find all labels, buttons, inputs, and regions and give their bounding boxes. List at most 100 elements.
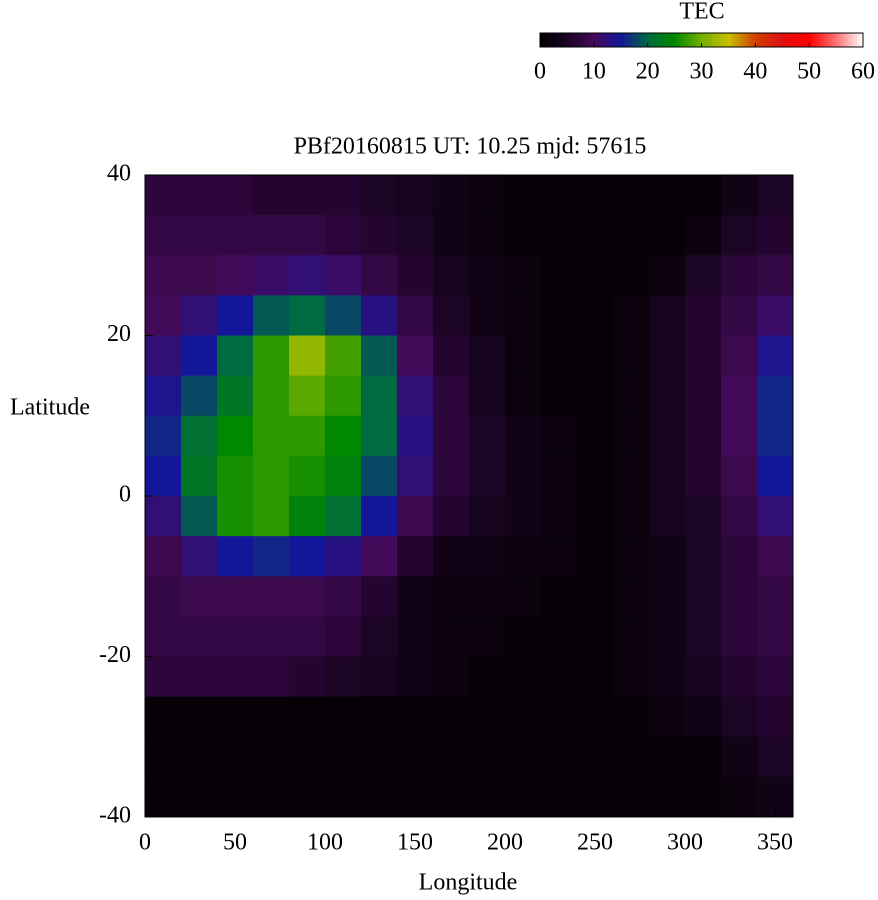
heatmap-cell — [757, 536, 794, 577]
heatmap-cell — [181, 776, 218, 818]
heatmap-cell — [685, 175, 722, 216]
heatmap-cell — [505, 455, 542, 497]
heatmap-cell — [361, 696, 398, 738]
heatmap-cell — [685, 455, 722, 497]
heatmap-cell — [721, 295, 758, 336]
heatmap-cell — [541, 255, 578, 296]
heatmap-cell — [325, 616, 362, 657]
colorbar-label: TEC — [679, 0, 724, 25]
heatmap-cell — [685, 335, 722, 377]
heatmap-cell — [433, 175, 470, 216]
heatmap-cell — [433, 375, 470, 417]
heatmap-cell — [541, 536, 578, 577]
heatmap-cell — [505, 215, 542, 256]
heatmap-cell — [685, 576, 722, 617]
heatmap-cell — [253, 295, 290, 336]
heatmap-cell — [397, 455, 434, 497]
heatmap-cell — [721, 375, 758, 417]
heatmap-cell — [469, 295, 506, 336]
heatmap-cell — [289, 335, 326, 377]
heatmap-cell — [397, 536, 434, 577]
colorbar-tick-label: 20 — [636, 59, 660, 85]
heatmap-cell — [505, 175, 542, 216]
heatmap-cell — [721, 616, 758, 657]
heatmap-cell — [217, 696, 254, 738]
heatmap-cell — [685, 696, 722, 738]
heatmap-cell — [649, 776, 686, 818]
heatmap-cell — [253, 576, 290, 617]
heatmap-cell — [469, 656, 506, 698]
heatmap-cell — [289, 696, 326, 738]
heatmap-cell — [217, 215, 254, 256]
heatmap-cell — [325, 696, 362, 738]
heatmap-cell — [361, 496, 398, 537]
heatmap-cell — [145, 616, 182, 657]
heatmap-cell — [505, 696, 542, 738]
heatmap-cell — [649, 496, 686, 537]
heatmap-cell — [541, 415, 578, 457]
heatmap-cell — [469, 736, 506, 778]
heatmap-cell — [145, 295, 182, 336]
heatmap-cell — [181, 375, 218, 417]
heatmap-cell — [541, 616, 578, 657]
heatmap-cell — [505, 415, 542, 457]
heatmap-cell — [649, 295, 686, 336]
heatmap-cell — [433, 576, 470, 617]
heatmap-cell — [541, 175, 578, 216]
heatmap-cell — [541, 375, 578, 417]
heatmap-cell — [433, 215, 470, 256]
heatmap-cell — [577, 536, 614, 577]
heatmap-cell — [721, 736, 758, 778]
heatmap-cell — [649, 455, 686, 497]
heatmap-cell — [541, 335, 578, 377]
y-axis-label: Latitude — [10, 395, 90, 421]
heatmap-cell — [217, 576, 254, 617]
colorbar-tick-label: 60 — [851, 59, 875, 85]
heatmap-cell — [613, 736, 650, 778]
heatmap-cell — [649, 736, 686, 778]
heatmap-cell — [433, 335, 470, 377]
heatmap-cell — [325, 776, 362, 818]
heatmap-cell — [505, 335, 542, 377]
heatmap-cell — [433, 255, 470, 296]
heatmap-cell — [541, 215, 578, 256]
heatmap-cell — [181, 215, 218, 256]
heatmap-cell — [721, 776, 758, 818]
heatmap-cell — [361, 335, 398, 377]
heatmap-cell — [721, 455, 758, 497]
heatmap-cell — [469, 255, 506, 296]
heatmap-cell — [181, 536, 218, 577]
heatmap-cell — [325, 335, 362, 377]
heatmap-cell — [433, 536, 470, 577]
heatmap-cell — [361, 656, 398, 698]
heatmap-cell — [217, 536, 254, 577]
heatmap-cell — [181, 415, 218, 457]
colorbar-tick-label: 40 — [743, 59, 767, 85]
heatmap-cell — [505, 616, 542, 657]
heatmap-cell — [217, 656, 254, 698]
heatmap-cell — [721, 255, 758, 296]
heatmap-cell — [217, 415, 254, 457]
heatmap-cell — [181, 455, 218, 497]
heatmap-cell — [217, 255, 254, 296]
heatmap-cell — [721, 656, 758, 698]
heatmap-cell — [577, 415, 614, 457]
heatmap-cell — [433, 736, 470, 778]
heatmap-cell — [577, 616, 614, 657]
heatmap-cell — [289, 536, 326, 577]
heatmap-cell — [253, 375, 290, 417]
heatmap-cell — [397, 175, 434, 216]
heatmap-cell — [577, 496, 614, 537]
heatmap-cell — [433, 295, 470, 336]
heatmap-cell — [469, 616, 506, 657]
heatmap-cell — [541, 455, 578, 497]
heatmap-cell — [469, 375, 506, 417]
heatmap-cell — [325, 536, 362, 577]
heatmap-cell — [325, 295, 362, 336]
heatmap-cell — [145, 776, 182, 818]
heatmap-cell — [649, 215, 686, 256]
heatmap-cell — [649, 696, 686, 738]
heatmap-cell — [361, 536, 398, 577]
heatmap-cell — [685, 536, 722, 577]
heatmap-cell — [649, 175, 686, 216]
